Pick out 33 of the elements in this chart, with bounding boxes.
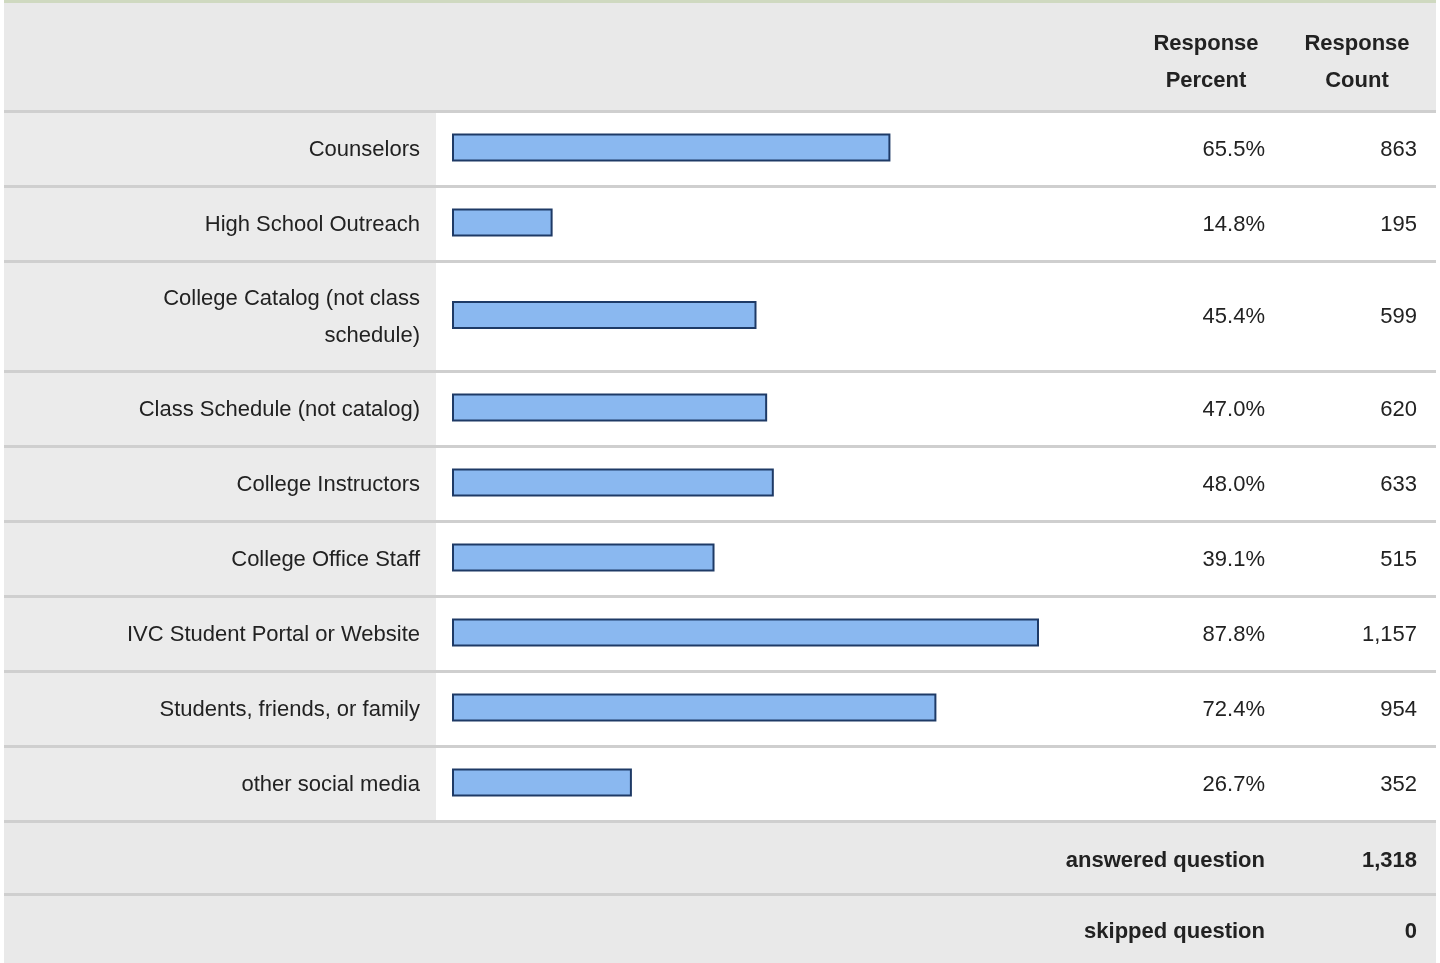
data-label: 47.0% [1202, 395, 1265, 421]
text: 599 [1380, 303, 1417, 328]
y-tick-label: Students, friends, or family [159, 695, 420, 721]
text: 1,157 [1361, 620, 1417, 646]
text: 0 [1404, 918, 1417, 943]
y-tick-label: Class Schedule (not catalog) [138, 395, 420, 421]
y-tick-label: College Catalog (not class schedule) [163, 284, 420, 347]
y-tick-label: IVC Student Portal or Website [126, 620, 420, 646]
text: answered question [1065, 846, 1265, 872]
data-label: 45.4% [1202, 303, 1265, 328]
text: 863 [1380, 135, 1417, 161]
text: Response Percent [1153, 30, 1259, 92]
data-label: 72.4% [1202, 695, 1265, 721]
y-tick-label: other social media [241, 770, 421, 796]
data-label: 48.0% [1202, 470, 1265, 496]
y-tick-label: College Instructors [236, 470, 420, 496]
text: Response Count [1304, 30, 1410, 92]
text: 195 [1380, 210, 1417, 236]
text: 1,318 [1361, 846, 1417, 872]
data-label: 26.7% [1202, 770, 1265, 796]
data-label: 39.1% [1202, 545, 1265, 571]
data-label: 65.5% [1202, 135, 1265, 161]
y-tick-label: College Office Staff [231, 545, 421, 571]
text: 633 [1380, 470, 1417, 496]
text: 352 [1380, 770, 1417, 796]
data-label: 14.8% [1202, 210, 1265, 236]
text: skipped question [1084, 918, 1265, 943]
y-tick-label: Counselors [308, 135, 420, 161]
y-tick-label: High School Outreach [204, 210, 420, 236]
text: 515 [1380, 545, 1417, 571]
data-label: 87.8% [1202, 620, 1265, 646]
text: 954 [1380, 695, 1417, 721]
text: 620 [1380, 395, 1417, 421]
